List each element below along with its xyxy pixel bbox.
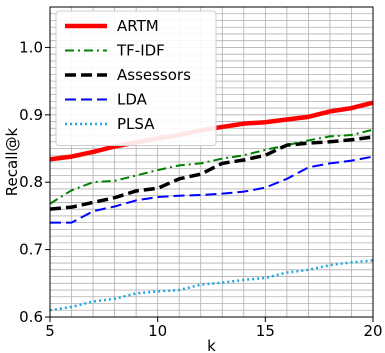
series-line-assessors — [49, 135, 374, 211]
y-tick-label: 0.6 — [19, 308, 43, 326]
x-tick-label: 10 — [148, 322, 167, 340]
legend-box — [55, 10, 217, 146]
legend-label-lda: LDA — [117, 91, 148, 109]
legend-label-assessors: Assessors — [117, 66, 191, 84]
axis-ticks: 5 10 15 20 0.6 0.7 0.8 0.9 1.0 — [19, 38, 382, 340]
x-axis-label: k — [207, 337, 216, 353]
plot-frame — [49, 6, 374, 318]
series-line-lda — [50, 155, 374, 224]
series-line-tf-idf — [49, 128, 374, 205]
x-tick-label: 5 — [45, 322, 55, 340]
legend-label-tf-idf: TF-IDF — [116, 42, 165, 60]
y-tick-label: 0.7 — [19, 241, 43, 259]
legend-label-artm: ARTM — [117, 17, 159, 35]
y-tick-label: 1.0 — [19, 38, 43, 56]
y-axis-label: Recall@k — [3, 127, 21, 196]
x-tick-label: 20 — [363, 322, 382, 340]
legend-label-plsa: PLSA — [117, 115, 155, 133]
y-tick-label: 0.9 — [19, 106, 43, 124]
legend: ARTM TF-IDF Assessors LDA PLSA — [55, 10, 217, 146]
y-tick-label: 0.8 — [19, 173, 43, 191]
series-line-plsa — [49, 259, 374, 312]
x-tick-label: 15 — [256, 322, 275, 340]
